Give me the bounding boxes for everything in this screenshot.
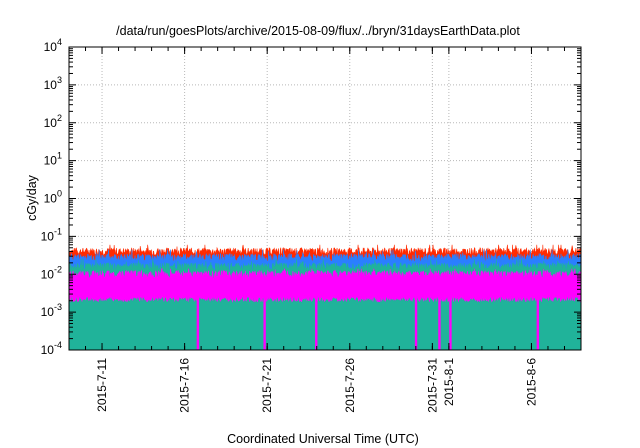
y-tick-label: 100: [44, 189, 62, 206]
dropout-spike: [315, 297, 318, 350]
series-area: [68, 268, 582, 298]
series-layer: [68, 244, 582, 351]
dropout-spike: [438, 297, 441, 350]
x-tick-label: 2015-7-26: [343, 358, 357, 413]
x-tick-label: 2015-7-31: [425, 358, 439, 413]
x-tick-label: 2015-7-11: [95, 358, 109, 412]
dropout-spike: [414, 297, 418, 350]
x-tick-label: 2015-7-16: [178, 358, 192, 413]
y-axis: 10-4 10-3 10-2 10-1 100 101 102 103 104: [41, 37, 581, 357]
dropout-spike: [263, 297, 266, 350]
x-tick-label: 2015-7-21: [260, 358, 274, 413]
y-tick-label: 10-3: [41, 302, 62, 319]
x-tick-label: 2015-8-6: [524, 358, 538, 406]
y-axis-label: cGy/day: [25, 174, 39, 221]
dropout-spike: [449, 297, 452, 350]
dropout-spike: [536, 297, 540, 350]
y-tick-label: 10-1: [41, 226, 62, 243]
y-tick-label: 102: [44, 113, 62, 130]
y-tick-label: 10-2: [41, 264, 62, 281]
y-tick-label: 104: [44, 37, 62, 54]
chart-title: /data/run/goesPlots/archive/2015-08-09/f…: [116, 24, 520, 38]
x-tick-label: 2015-8-1: [442, 358, 456, 406]
y-tick-label: 101: [44, 151, 62, 168]
x-axis: 2015-7-11 2015-7-16 2015-7-21 2015-7-26 2015…: [68, 47, 582, 413]
y-tick-label: 103: [44, 75, 62, 92]
dropout-spike: [196, 297, 200, 350]
x-axis-label: Coordinated Universal Time (UTC): [227, 432, 419, 446]
y-tick-label: 10-4: [41, 340, 62, 357]
